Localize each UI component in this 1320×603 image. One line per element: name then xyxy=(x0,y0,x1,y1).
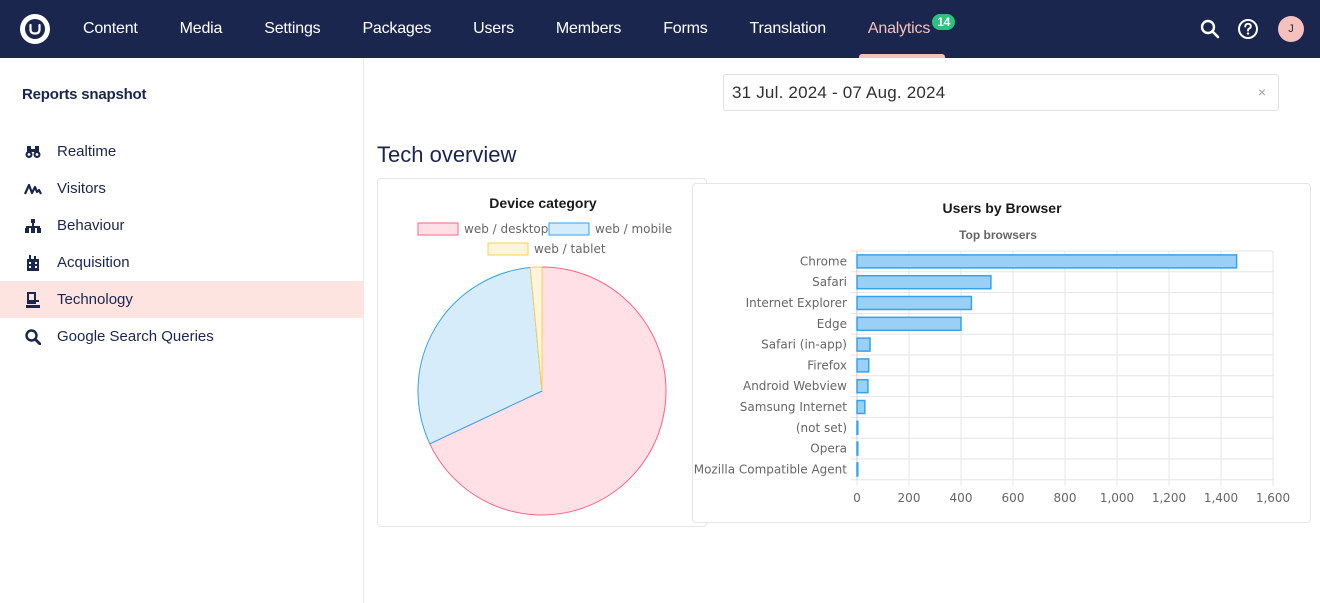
category-label: Mozilla Compatible Agent xyxy=(694,462,848,476)
nav-settings[interactable]: Settings xyxy=(243,0,341,58)
computer-icon xyxy=(24,291,42,309)
legend-label: web / tablet xyxy=(534,242,606,256)
bar xyxy=(856,274,992,290)
legend-label: web / mobile xyxy=(595,222,672,236)
legend-label: web / desktop xyxy=(464,222,548,236)
sidebar-item-label: Realtime xyxy=(57,143,117,160)
category-label: Samsung Internet xyxy=(740,400,847,414)
sidebar-item-label: Acquisition xyxy=(57,254,130,271)
category-label: Chrome xyxy=(800,254,847,268)
nav-members[interactable]: Members xyxy=(535,0,642,58)
bar xyxy=(856,441,859,456)
sidebar-item-label: Google Search Queries xyxy=(57,328,214,345)
analytics-badge: 14 xyxy=(930,12,958,32)
main-nav: Content Media Settings Packages Users Me… xyxy=(62,0,958,58)
pulse-icon xyxy=(24,180,42,198)
binoculars-icon xyxy=(24,143,42,161)
nav-users[interactable]: Users xyxy=(452,0,535,58)
sidebar-item-label: Technology xyxy=(57,291,133,308)
device-category-chart: Device category web / desktop web / mobile… xyxy=(417,195,672,516)
category-label: Android Webview xyxy=(743,379,847,393)
x-tick-label: 1,200 xyxy=(1152,491,1186,505)
x-tick-label: 1,400 xyxy=(1204,491,1238,505)
x-tick-label: 400 xyxy=(950,491,973,505)
x-tick-label: 1,000 xyxy=(1100,491,1134,505)
date-range-input[interactable]: 31 Jul. 2024 - 07 Aug. 2024 × xyxy=(723,74,1279,111)
nav-translation[interactable]: Translation xyxy=(729,0,847,58)
category-label: Opera xyxy=(810,442,847,456)
nav-forms-label: Forms xyxy=(663,20,708,37)
sidebar-item-technology[interactable]: Technology xyxy=(0,281,364,318)
nav-analytics-label: Analytics xyxy=(867,20,931,37)
x-tick-label: 1,600 xyxy=(1256,491,1290,505)
nav-settings-label: Settings xyxy=(264,20,321,37)
category-label: (not set) xyxy=(796,421,847,435)
date-range-value: 31 Jul. 2024 - 07 Aug. 2024 xyxy=(732,83,946,102)
sidebar-menu: Realtime Visitors Behaviour Acquisition … xyxy=(0,133,364,355)
nav-members-label: Members xyxy=(555,20,622,37)
page-title: Tech overview xyxy=(377,142,517,167)
nav-media-label: Media xyxy=(179,20,223,37)
search-icon[interactable] xyxy=(1198,17,1222,41)
bar xyxy=(856,254,1238,269)
bar xyxy=(856,420,859,436)
nav-forms[interactable]: Forms xyxy=(642,0,728,58)
sidebar-item-visitors[interactable]: Visitors xyxy=(0,170,364,207)
nav-content[interactable]: Content xyxy=(62,0,159,58)
chart-title: Device category xyxy=(489,195,597,211)
legend-swatch xyxy=(487,242,529,256)
legend-swatch xyxy=(548,222,590,236)
nav-content-label: Content xyxy=(83,20,138,37)
sidebar-item-behaviour[interactable]: Behaviour xyxy=(0,207,364,244)
search-icon xyxy=(24,328,42,346)
top-actions: J xyxy=(1198,0,1304,58)
bar xyxy=(856,295,973,311)
category-label: Firefox xyxy=(807,358,847,372)
category-label: Safari xyxy=(812,275,847,289)
help-icon[interactable] xyxy=(1236,17,1260,41)
x-tick-label: 800 xyxy=(1054,491,1077,505)
x-tick-label: 200 xyxy=(898,491,921,505)
chart-title: Users by Browser xyxy=(942,200,1062,216)
users-by-browser-card: Users by Browser Top browsers 0 200 400 600 80… xyxy=(692,183,1311,523)
sidebar-item-realtime[interactable]: Realtime xyxy=(0,133,364,170)
bar xyxy=(856,399,866,415)
bar xyxy=(856,378,869,394)
chart-subtitle: Top browsers xyxy=(959,228,1037,242)
nav-analytics[interactable]: Analytics 14 xyxy=(847,0,958,58)
clear-date-icon[interactable]: × xyxy=(1257,84,1266,100)
bar xyxy=(856,462,859,477)
sidebar-item-label: Visitors xyxy=(57,180,106,197)
nav-users-label: Users xyxy=(473,20,514,37)
category-label: Edge xyxy=(817,317,847,331)
umbraco-logo-icon[interactable] xyxy=(20,14,50,44)
sidebar-title: Reports snapshot xyxy=(22,86,147,103)
nav-translation-label: Translation xyxy=(749,20,827,37)
device-category-card: Device category web / desktop web / mobile… xyxy=(377,178,707,527)
category-label: Safari (in-app) xyxy=(761,338,847,352)
legend-swatch xyxy=(417,222,459,236)
sidebar: Reports snapshot Realtime Visitors Behav… xyxy=(0,58,364,603)
sitemap-icon xyxy=(24,217,42,235)
user-avatar[interactable]: J xyxy=(1278,16,1304,42)
x-tick-label: 600 xyxy=(1002,491,1025,505)
users-by-browser-chart: Users by Browser Top browsers 0 200 400 600 80… xyxy=(694,200,1290,505)
x-tick-label: 0 xyxy=(853,491,861,505)
bar xyxy=(856,316,962,332)
top-navigation-bar: Content Media Settings Packages Users Me… xyxy=(0,0,1320,58)
sidebar-item-label: Behaviour xyxy=(57,217,125,234)
category-label: Internet Explorer xyxy=(746,296,847,310)
pie-slice xyxy=(429,266,667,516)
pie-slice xyxy=(529,266,543,392)
nav-media[interactable]: Media xyxy=(159,0,244,58)
nav-packages-label: Packages xyxy=(362,20,432,37)
pie-slice xyxy=(417,267,543,445)
bar xyxy=(856,358,870,373)
bar xyxy=(856,337,871,352)
sidebar-item-acquisition[interactable]: Acquisition xyxy=(0,244,364,281)
sidebar-item-google-search-queries[interactable]: Google Search Queries xyxy=(0,318,364,355)
building-icon xyxy=(24,254,42,272)
nav-packages[interactable]: Packages xyxy=(341,0,452,58)
